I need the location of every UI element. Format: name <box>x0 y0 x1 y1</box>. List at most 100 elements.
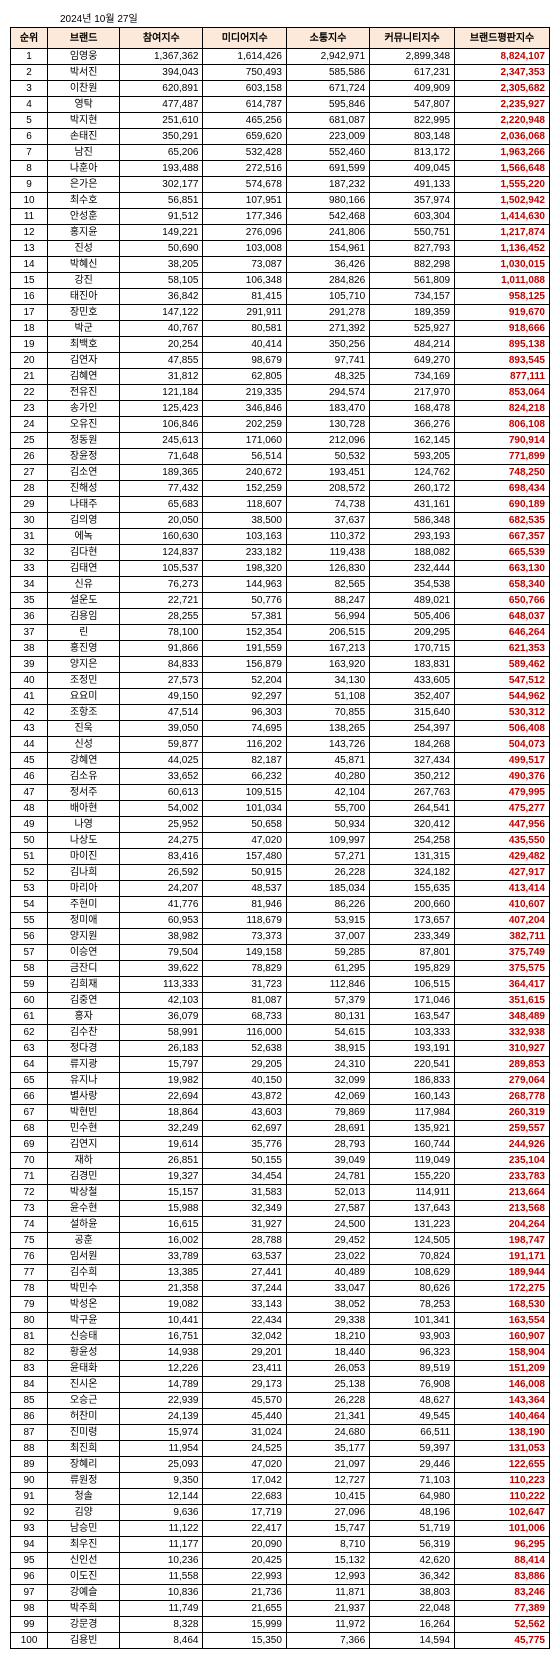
date-label: 2024년 10월 27일 <box>60 10 550 25</box>
cell: 118,679 <box>203 913 286 929</box>
cell: 25,952 <box>120 817 203 833</box>
cell: 6 <box>11 129 48 145</box>
cell: 15,974 <box>120 1425 203 1441</box>
cell: 350,291 <box>120 129 203 145</box>
cell: 22,694 <box>120 1089 203 1105</box>
cell: 38,915 <box>286 1041 369 1057</box>
cell: 49,150 <box>120 689 203 705</box>
cell: 882,298 <box>370 257 455 273</box>
cell: 264,541 <box>370 801 455 817</box>
cell: 11,749 <box>120 1601 203 1617</box>
cell: 37,007 <box>286 929 369 945</box>
cell: 614,787 <box>203 97 286 113</box>
table-row: 18박군40,76780,581271,392525,927918,666 <box>11 321 550 337</box>
cell: 413,414 <box>455 881 550 897</box>
cell: 107,951 <box>203 193 286 209</box>
cell: 71,648 <box>120 449 203 465</box>
cell: 62 <box>11 1025 48 1041</box>
cell: 106,515 <box>370 977 455 993</box>
col-header-3: 미디어지수 <box>203 28 286 49</box>
table-row: 81신승태16,75132,04218,21093,903160,907 <box>11 1329 550 1345</box>
cell: 407,204 <box>455 913 550 929</box>
cell: 603,304 <box>370 209 455 225</box>
cell: 160,630 <box>120 529 203 545</box>
cell: 김중연 <box>48 993 120 1009</box>
cell: 171,060 <box>203 433 286 449</box>
cell: 79,504 <box>120 945 203 961</box>
cell: 184,268 <box>370 737 455 753</box>
cell: 41 <box>11 689 48 705</box>
table-row: 31에녹160,630103,163110,372293,193667,357 <box>11 529 550 545</box>
cell: 75 <box>11 1233 48 1249</box>
cell: 15 <box>11 273 48 289</box>
cell: 박지현 <box>48 113 120 129</box>
cell: 이도진 <box>48 1569 120 1585</box>
cell: 484,214 <box>370 337 455 353</box>
cell: 1 <box>11 49 48 65</box>
cell: 96,295 <box>455 1537 550 1553</box>
cell: 91,512 <box>120 209 203 225</box>
cell: 109,515 <box>203 785 286 801</box>
cell: 586,348 <box>370 513 455 529</box>
table-row: 15강진58,105106,348284,826561,8091,011,088 <box>11 273 550 289</box>
cell: 80,131 <box>286 1009 369 1025</box>
cell: 70 <box>11 1153 48 1169</box>
cell: 36,079 <box>120 1009 203 1025</box>
cell: 56 <box>11 929 48 945</box>
table-row: 80박구윤10,44122,43429,338101,341163,554 <box>11 1313 550 1329</box>
cell: 980,166 <box>286 193 369 209</box>
cell: 100 <box>11 1633 48 1649</box>
table-row: 86허찬미24,13945,44021,34149,545140,464 <box>11 1409 550 1425</box>
table-row: 63정다경26,18352,63838,915193,191310,927 <box>11 1041 550 1057</box>
cell: 824,218 <box>455 401 550 417</box>
cell: 신승태 <box>48 1329 120 1345</box>
cell: 12,226 <box>120 1361 203 1377</box>
cell: 19,614 <box>120 1137 203 1153</box>
cell: 212,096 <box>286 433 369 449</box>
table-row: 62김수찬58,991116,00054,615103,333332,938 <box>11 1025 550 1041</box>
cell: 561,809 <box>370 273 455 289</box>
cell: 31,583 <box>203 1185 286 1201</box>
cell: 105,537 <box>120 561 203 577</box>
cell: 431,161 <box>370 497 455 513</box>
cell: 172,275 <box>455 1281 550 1297</box>
cell: 219,335 <box>203 385 286 401</box>
cell: 118,607 <box>203 497 286 513</box>
cell: 27,573 <box>120 673 203 689</box>
cell: 209,295 <box>370 625 455 641</box>
cell: 160,143 <box>370 1089 455 1105</box>
cell: 24,781 <box>286 1169 369 1185</box>
cell: 11,122 <box>120 1521 203 1537</box>
cell: 19,982 <box>120 1073 203 1089</box>
cell: 29,446 <box>370 1457 455 1473</box>
cell: 37,637 <box>286 513 369 529</box>
cell: 43 <box>11 721 48 737</box>
cell: 24,275 <box>120 833 203 849</box>
table-row: 37린78,100152,354206,515209,295646,264 <box>11 625 550 641</box>
cell: 532,428 <box>203 145 286 161</box>
cell: 91 <box>11 1489 48 1505</box>
table-row: 53마리아24,20748,537185,034155,635413,414 <box>11 881 550 897</box>
cell: 58,991 <box>120 1025 203 1041</box>
cell: 강예슬 <box>48 1585 120 1601</box>
cell: 409,045 <box>370 161 455 177</box>
cell: 25,093 <box>120 1457 203 1473</box>
cell: 손태진 <box>48 129 120 145</box>
cell: 강진 <box>48 273 120 289</box>
cell: 69 <box>11 1137 48 1153</box>
cell: 김용빈 <box>48 1633 120 1649</box>
cell: 14,938 <box>120 1345 203 1361</box>
cell: 57,379 <box>286 993 369 1009</box>
cell: 31,024 <box>203 1425 286 1441</box>
cell: 125,423 <box>120 401 203 417</box>
cell: 29 <box>11 497 48 513</box>
cell: 52,562 <box>455 1617 550 1633</box>
cell: 47 <box>11 785 48 801</box>
cell: 649,270 <box>370 353 455 369</box>
col-header-0: 순위 <box>11 28 48 49</box>
cell: 137,643 <box>370 1201 455 1217</box>
cell: 33 <box>11 561 48 577</box>
cell: 김혜연 <box>48 369 120 385</box>
cell: 59 <box>11 977 48 993</box>
cell: 22,417 <box>203 1521 286 1537</box>
